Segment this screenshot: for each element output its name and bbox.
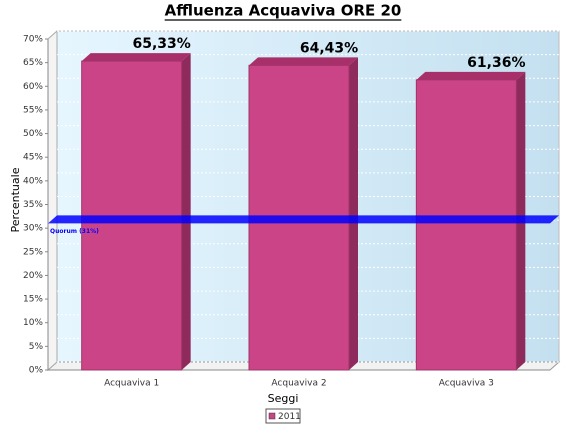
legend-box <box>265 408 301 424</box>
y-tick-label: 65% <box>23 58 43 68</box>
value-label: 64,43% <box>300 40 358 56</box>
y-tick-label: 70% <box>23 35 43 45</box>
quorum-label: Quorum (31%) <box>50 228 99 235</box>
y-tick-label: 20% <box>23 271 43 281</box>
bar-side <box>349 57 358 371</box>
y-tick-label: 60% <box>23 82 43 92</box>
legend-label: 2011 <box>278 412 301 422</box>
x-axis-label: Seggi <box>268 392 299 405</box>
bar-top <box>416 71 526 80</box>
y-tick-label: 30% <box>23 224 43 234</box>
legend-swatch <box>268 412 276 420</box>
chart-title: Affluenza Acquaviva ORE 20 <box>165 2 402 20</box>
value-label: 61,36% <box>467 55 525 71</box>
y-axis-label: Percentuale <box>9 167 22 232</box>
y-tick-label: 15% <box>23 295 43 305</box>
quorum-line <box>48 215 559 224</box>
x-tick-label: Acquaviva 2 <box>271 379 326 389</box>
y-tick-label: 10% <box>23 318 43 328</box>
y-tick-label: 0% <box>29 366 44 376</box>
y-tick-label: 45% <box>23 153 43 163</box>
x-tick-label: Acquaviva 3 <box>439 379 494 389</box>
y-tick-label: 55% <box>23 105 43 115</box>
y-tick-label: 50% <box>23 129 43 139</box>
bar <box>415 71 526 371</box>
y-tick-label: 40% <box>23 176 43 186</box>
x-tick-label: Acquaviva 1 <box>104 379 159 389</box>
y-tick-label: 25% <box>23 247 43 257</box>
left-wall <box>47 29 58 372</box>
bar-front <box>415 79 517 371</box>
y-tick-label: 35% <box>23 200 43 210</box>
y-tick-label: 5% <box>29 342 44 352</box>
bar-top <box>81 53 191 62</box>
value-label: 65,33% <box>133 36 191 52</box>
bar <box>248 57 358 371</box>
bar <box>81 53 191 371</box>
bar-top <box>249 57 358 66</box>
bar-side <box>181 53 191 370</box>
